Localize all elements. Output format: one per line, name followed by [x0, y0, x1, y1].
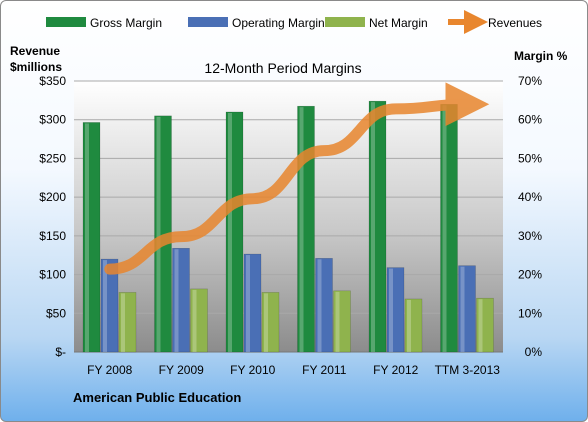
gross-margin-bar-highlight [371, 102, 375, 352]
y-right-tick-label: 50% [518, 151, 542, 165]
gridlines [74, 80, 503, 353]
operating-margin-bar [172, 247, 190, 353]
gross-margin-bar [225, 111, 244, 353]
x-tick-label: TTM 3-2013 [435, 363, 501, 377]
legend: Gross Margin Operating Margin Net Margin… [46, 10, 542, 34]
gross-margin-bar-highlight [85, 123, 89, 352]
y-left-label-line2: $millions [10, 60, 62, 74]
x-ticks: FY 2008 FY 2009 FY 2010 FY 2011 FY 2012 TTM 3… [87, 363, 500, 377]
y-right-tick-label: 60% [518, 113, 542, 127]
operating-margin-bar-highlight [460, 266, 465, 352]
operating-margin-bar [315, 258, 333, 353]
y-right-tick-label: 30% [518, 229, 542, 243]
legend-label-operating: Operating Margin [232, 16, 325, 30]
gross-margin-bar-highlight [299, 107, 304, 353]
revenues-line [104, 82, 490, 275]
x-tick-label: FY 2011 [302, 363, 347, 377]
y-left-tick-label: $- [55, 345, 66, 359]
x-tick-label: FY 2010 [230, 363, 275, 377]
chart-title: 12-Month Period Margins [204, 60, 361, 76]
operating-margin-bar [100, 258, 119, 353]
y-right-label: Margin % [514, 49, 568, 63]
y-left-tick-label: $200 [39, 190, 66, 204]
y-right-tick-label: 70% [518, 74, 542, 88]
footer-label: American Public Education [73, 390, 241, 405]
operating-margin-bar [458, 265, 476, 353]
y-left-tick-label: $50 [46, 306, 66, 320]
gross-margin-bar-highlight [156, 116, 161, 352]
operating-margin-bar-highlight [103, 260, 107, 352]
legend-swatch-gross [46, 17, 86, 27]
y-left-tick-label: $350 [39, 74, 66, 88]
net-margin-bar [118, 292, 137, 353]
net-margin-bar [476, 297, 494, 353]
gross-margin-bar-highlight [442, 105, 447, 352]
y-left-ticks: $- $50 $100 $150 $200 $250 $300 $350 [39, 74, 66, 359]
gross-margin-bar [368, 100, 387, 353]
net-margin-bar-highlight [121, 293, 125, 352]
legend-label-gross: Gross Margin [90, 16, 162, 30]
legend-swatch-operating [188, 17, 228, 27]
x-tick-label: FY 2008 [87, 363, 132, 377]
y-right-tick-label: 40% [518, 190, 542, 204]
net-margin-bar [190, 288, 208, 353]
x-tick-label: FY 2009 [159, 363, 204, 377]
y-right-tick-label: 20% [518, 268, 542, 282]
operating-margin-bar [386, 267, 405, 353]
net-margin-bar [333, 290, 351, 353]
net-margin-bar-highlight [407, 299, 411, 352]
operating-margin-bar-highlight [174, 249, 179, 352]
operating-margin-bar-highlight [317, 259, 322, 352]
revenue-line [104, 82, 490, 275]
net-margin-bar [261, 292, 280, 353]
y-left-tick-label: $150 [39, 229, 66, 243]
bars [82, 100, 494, 353]
net-margin-bar-highlight [264, 293, 268, 352]
net-margin-bar-highlight [192, 289, 197, 352]
gross-margin-bar [297, 105, 315, 353]
y-right-tick-label: 10% [518, 306, 542, 320]
x-tick-label: FY 2012 [373, 363, 418, 377]
net-margin-bar [404, 298, 423, 353]
y-right-tick-label: 0% [525, 345, 543, 359]
legend-label-revenues: Revenues [488, 16, 542, 30]
legend-label-net: Net Margin [369, 16, 428, 30]
legend-swatch-net [325, 17, 365, 27]
plot-area [74, 81, 503, 352]
y-left-label-line1: Revenue [10, 44, 60, 58]
operating-margin-bar-highlight [246, 255, 250, 352]
y-left-tick-label: $250 [39, 151, 66, 165]
gross-margin-bar-highlight [228, 112, 232, 352]
y-right-ticks: 0% 10% 20% 30% 40% 50% 60% 70% [518, 74, 542, 359]
gross-margin-bar [82, 122, 101, 353]
net-margin-bar-highlight [335, 291, 340, 352]
y-left-tick-label: $100 [39, 268, 66, 282]
operating-margin-bar [243, 253, 262, 353]
net-margin-bar-highlight [478, 299, 483, 352]
operating-margin-bar-highlight [389, 268, 393, 352]
y-left-tick-label: $300 [39, 113, 66, 127]
